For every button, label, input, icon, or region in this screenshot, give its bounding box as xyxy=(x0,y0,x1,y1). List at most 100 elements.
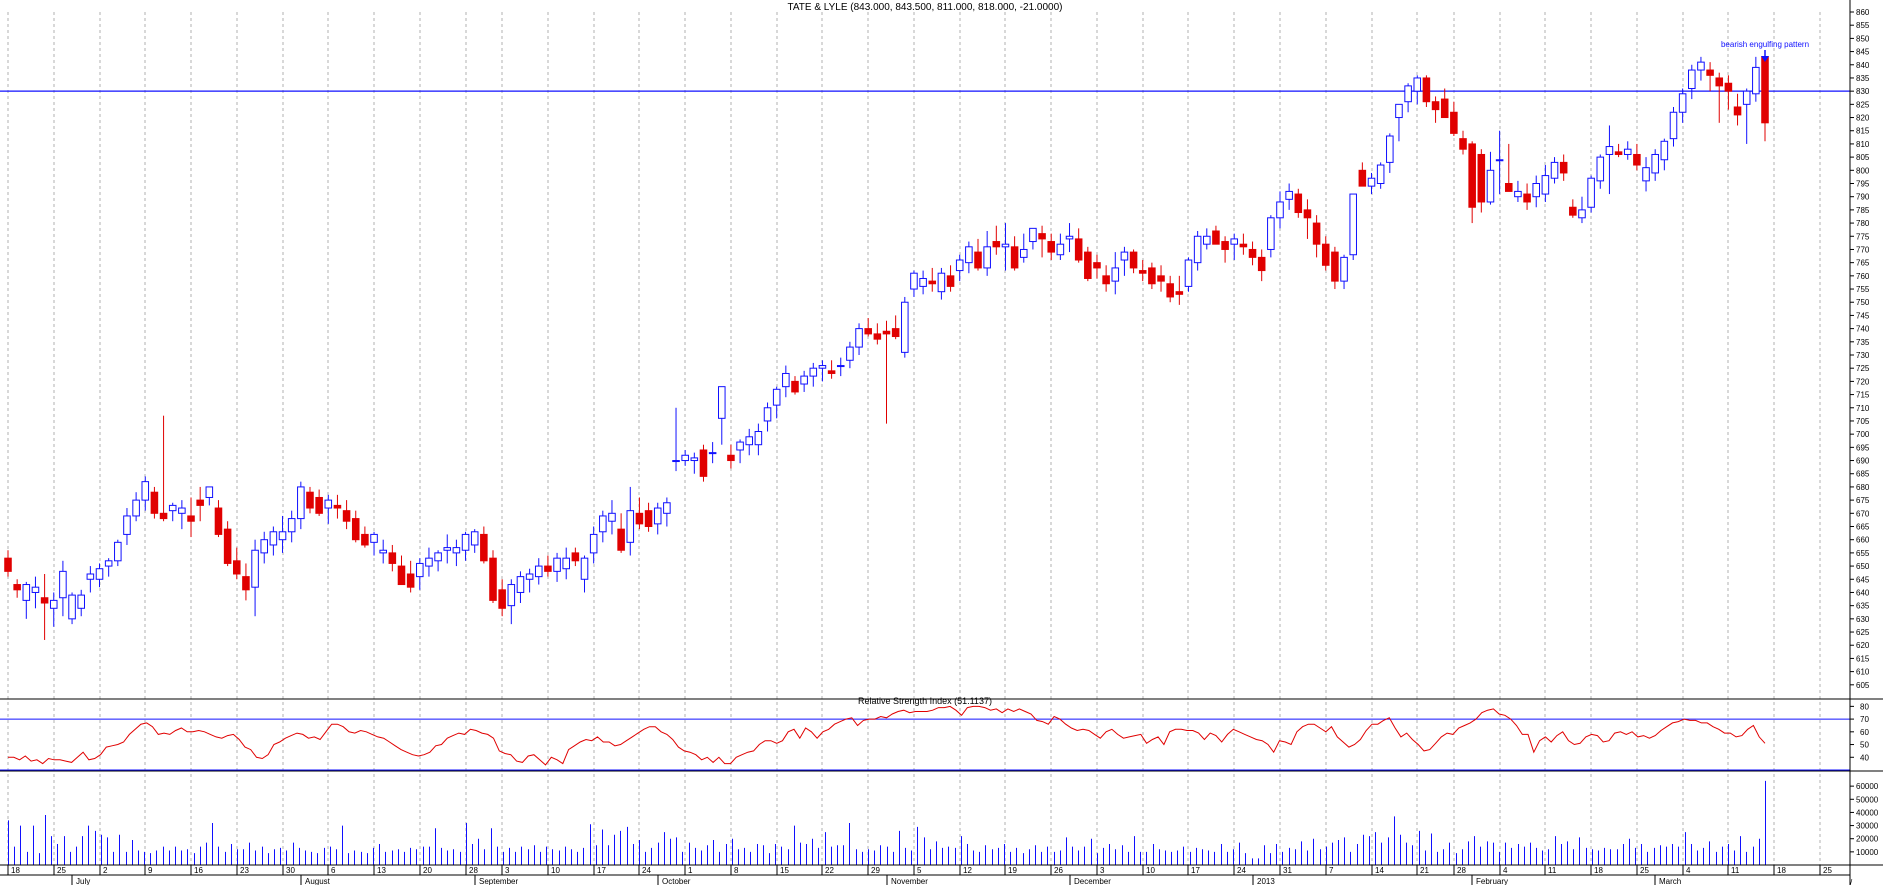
candle-body xyxy=(1267,217,1275,250)
x-tick-label: 18 xyxy=(11,866,20,875)
candle-body xyxy=(800,375,808,385)
candle-body xyxy=(754,431,763,446)
candle-body xyxy=(1605,146,1614,155)
candle-body xyxy=(1129,251,1138,269)
price-tick-label: 630 xyxy=(1856,615,1870,624)
price-tick-label: 715 xyxy=(1856,391,1870,400)
month-label: July xyxy=(76,877,90,885)
price-tick-label: 655 xyxy=(1856,549,1870,558)
volume-axis-partial-label: / xyxy=(1850,878,1853,885)
candle-body xyxy=(855,328,863,348)
candle-body xyxy=(333,504,342,509)
candle-body xyxy=(1404,85,1412,103)
candle-body xyxy=(489,557,497,601)
x-tick-label: 29 xyxy=(871,866,880,875)
candle-body xyxy=(1486,169,1495,203)
price-tick-label: 650 xyxy=(1856,562,1870,571)
candle-body xyxy=(1010,246,1019,269)
candle-body xyxy=(416,562,424,578)
candle-body xyxy=(1450,111,1458,134)
rsi-line xyxy=(8,705,1766,766)
candle-body xyxy=(1440,98,1449,119)
candle-body xyxy=(1495,159,1504,162)
rsi-tick-label: 80 xyxy=(1860,702,1869,711)
month-label: February xyxy=(1476,877,1508,885)
candle-body xyxy=(1056,243,1065,256)
candle-body xyxy=(818,365,827,369)
candle-body xyxy=(965,246,973,264)
candle-body xyxy=(168,504,177,512)
candle-body xyxy=(1321,243,1330,266)
candle-body xyxy=(864,328,872,335)
candle-body xyxy=(1733,106,1742,116)
price-tick-label: 750 xyxy=(1856,298,1870,307)
x-tick-label: 9 xyxy=(148,866,153,875)
annotation-arrowhead xyxy=(1761,56,1769,62)
candle-body xyxy=(178,507,186,514)
candle-body xyxy=(306,491,314,509)
x-tick-label: 16 xyxy=(194,866,203,875)
price-tick-label: 825 xyxy=(1856,100,1870,109)
candle-body xyxy=(1175,291,1184,295)
candle-body xyxy=(1761,56,1769,124)
candle-body xyxy=(1459,138,1467,150)
candle-body xyxy=(516,576,525,593)
candle-body xyxy=(1504,183,1513,192)
candle-body xyxy=(1331,251,1339,282)
price-tick-label: 610 xyxy=(1856,668,1870,677)
price-tick-label: 615 xyxy=(1856,654,1870,663)
x-tick-label: 11 xyxy=(1548,866,1557,875)
candle-body xyxy=(1148,267,1156,285)
candle-body xyxy=(1367,177,1376,187)
x-tick-label: 25 xyxy=(57,866,66,875)
candle-body xyxy=(992,241,1001,248)
price-tick-label: 720 xyxy=(1856,377,1870,386)
rsi-title: Relative Strength Index (51.1137) xyxy=(858,696,992,706)
candle-body xyxy=(205,486,214,498)
candle-body xyxy=(1752,66,1760,95)
candle-body xyxy=(132,499,140,517)
month-label: 2013 xyxy=(1257,877,1275,885)
candle-body xyxy=(525,573,534,580)
month-label: December xyxy=(1074,877,1111,885)
price-tick-label: 605 xyxy=(1856,681,1870,690)
candle-body xyxy=(1468,143,1476,208)
candle-body xyxy=(1742,90,1751,105)
candle-body xyxy=(1569,206,1577,216)
candle-body xyxy=(498,589,506,609)
candle-body xyxy=(159,512,168,520)
candle-body xyxy=(974,251,982,269)
price-tick-label: 680 xyxy=(1856,483,1870,492)
candle-body xyxy=(635,512,644,525)
price-tick-label: 730 xyxy=(1856,351,1870,360)
candle-body xyxy=(708,452,717,455)
candle-body xyxy=(534,565,543,578)
candle-body xyxy=(1138,270,1147,274)
x-tick-label: 7 xyxy=(1329,866,1334,875)
candle-body xyxy=(827,370,836,374)
candle-body xyxy=(397,565,406,586)
candle-body xyxy=(910,272,918,290)
candle-body xyxy=(763,407,772,422)
x-tick-label: 17 xyxy=(1191,866,1200,875)
x-tick-label: 14 xyxy=(1375,866,1384,875)
price-tick-label: 625 xyxy=(1856,628,1870,637)
candle-body xyxy=(580,557,589,580)
candle-body xyxy=(1001,243,1010,248)
candle-body xyxy=(480,533,488,562)
x-tick-label: 10 xyxy=(551,866,560,875)
annotation-label: bearish engulfing pattern xyxy=(1721,40,1809,49)
candle-body xyxy=(507,584,516,607)
candle-body xyxy=(1541,175,1550,195)
price-tick-label: 670 xyxy=(1856,509,1870,518)
x-tick-label: 10 xyxy=(1146,866,1155,875)
price-tick-label: 745 xyxy=(1856,311,1870,320)
x-tick-label: 2 xyxy=(103,866,108,875)
candle-body xyxy=(1184,259,1193,287)
month-label: March xyxy=(1659,877,1681,885)
candle-body xyxy=(1642,167,1650,182)
candle-body xyxy=(1084,251,1092,279)
candle-body xyxy=(745,436,754,446)
x-tick-label: 11 xyxy=(1731,866,1740,875)
